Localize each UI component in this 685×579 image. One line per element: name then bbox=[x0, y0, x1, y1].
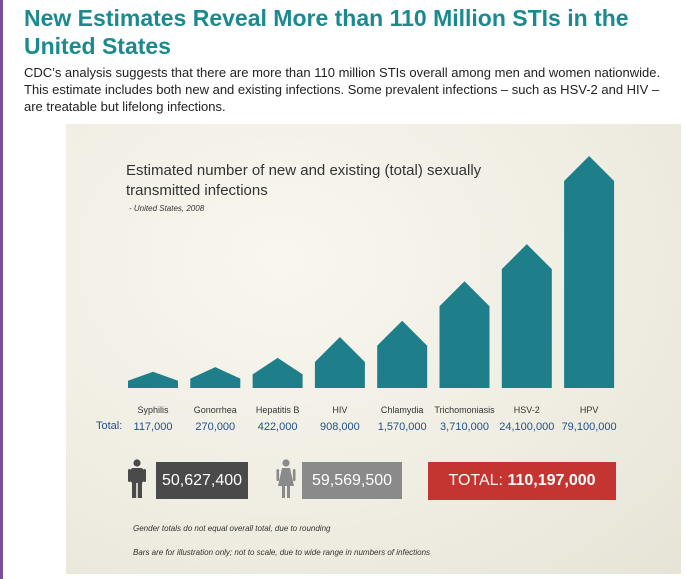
category-label: HPV bbox=[580, 405, 599, 415]
category-label: HIV bbox=[332, 405, 347, 415]
intro-paragraph: CDC’s analysis suggests that there are m… bbox=[24, 65, 661, 114]
bar-hiv bbox=[314, 336, 365, 388]
value-label: 24,100,000 bbox=[499, 421, 554, 433]
value-label: 422,000 bbox=[258, 421, 298, 433]
page-title: New Estimates Reveal More than 110 Milli… bbox=[24, 5, 629, 59]
category-label: Hepatitis B bbox=[256, 405, 300, 415]
value-label: 908,000 bbox=[320, 421, 360, 433]
chart-subtitle: - United States, 2008 bbox=[129, 204, 205, 213]
woman-icon bbox=[276, 459, 296, 498]
value-label: 79,100,000 bbox=[562, 421, 617, 433]
value-label: 117,000 bbox=[134, 421, 173, 433]
bar-chlamydia bbox=[377, 320, 428, 388]
overall-total-value: 110,197,000 bbox=[507, 472, 596, 489]
overall-total-box: TOTAL: 110,197,000 bbox=[428, 462, 616, 500]
bar-hsv-2 bbox=[501, 244, 552, 388]
value-label: 270,000 bbox=[195, 421, 235, 433]
bar-hpv bbox=[564, 156, 615, 388]
category-label: Gonorrhea bbox=[194, 405, 237, 415]
category-label: Syphilis bbox=[137, 405, 169, 415]
footnote-rounding: Gender totals do not equal overall total… bbox=[133, 524, 331, 533]
men-total-box: 50,627,400 bbox=[156, 462, 248, 499]
man-icon bbox=[128, 459, 146, 498]
bar-syphilis bbox=[128, 371, 178, 388]
category-label: Chlamydia bbox=[381, 405, 424, 415]
overall-total-prefix: TOTAL: bbox=[448, 472, 508, 489]
value-label: 3,710,000 bbox=[440, 421, 489, 433]
value-label: 1,570,000 bbox=[378, 421, 427, 433]
footnote-scale: Bars are for illustration only; not to s… bbox=[133, 548, 431, 557]
chart-title: Estimated number of new and existing (to… bbox=[126, 162, 482, 199]
bar-trichomoniasis bbox=[439, 281, 490, 388]
bar-hepatitis-b bbox=[252, 357, 303, 388]
category-label: Trichomoniasis bbox=[434, 405, 495, 415]
total-row-label: Total: bbox=[96, 420, 123, 432]
women-total-box: 59,569,500 bbox=[302, 462, 402, 499]
category-label: HSV-2 bbox=[514, 405, 540, 415]
bar-gonorrhea bbox=[190, 367, 241, 388]
left-rule bbox=[0, 0, 3, 579]
